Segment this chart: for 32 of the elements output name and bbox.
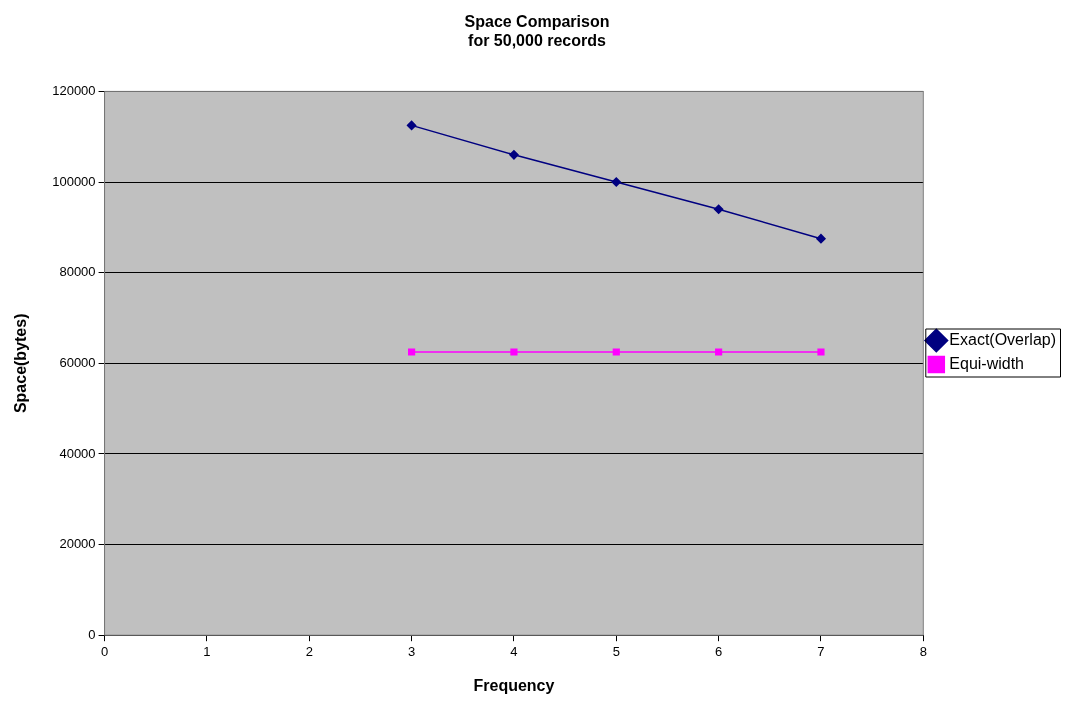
chart-title: Space Comparison — [464, 13, 610, 31]
point — [713, 204, 724, 214]
point — [612, 348, 620, 356]
y-tick-label: 0 — [88, 626, 96, 642]
point — [817, 348, 825, 356]
y-tick-label: 120000 — [52, 82, 96, 98]
point — [509, 150, 519, 160]
x-tick-label: 2 — [305, 643, 313, 659]
x-tick-label: 1 — [203, 643, 211, 659]
y-tick-label: 60000 — [59, 354, 96, 370]
legend-label: Exact(Overlap) — [949, 330, 1057, 348]
y-tick-label: 100000 — [52, 173, 96, 189]
y-axis-title: Space(bytes) — [12, 313, 30, 414]
x-tick-label: 4 — [510, 643, 518, 659]
y-tick-label: 20000 — [59, 536, 96, 552]
x-tick-label: 8 — [919, 643, 927, 659]
point — [715, 348, 723, 356]
x-tick-label: 6 — [715, 643, 723, 659]
x-tick-label: 3 — [407, 643, 416, 659]
y-tick-label: 40000 — [59, 445, 96, 461]
x-tick-label: 5 — [612, 643, 620, 659]
x-tick-label: 0 — [100, 643, 109, 659]
legend-label: Equi-width — [949, 354, 1025, 372]
x-tick-label: 7 — [817, 643, 825, 659]
point — [510, 348, 518, 356]
point — [406, 120, 417, 131]
y-tick-label: 80000 — [59, 264, 96, 280]
x-axis-title: Frequency — [473, 676, 555, 694]
chart-subtitle: for 50,000 records — [468, 32, 607, 50]
point — [408, 348, 416, 356]
point — [611, 177, 622, 187]
point — [816, 233, 826, 244]
